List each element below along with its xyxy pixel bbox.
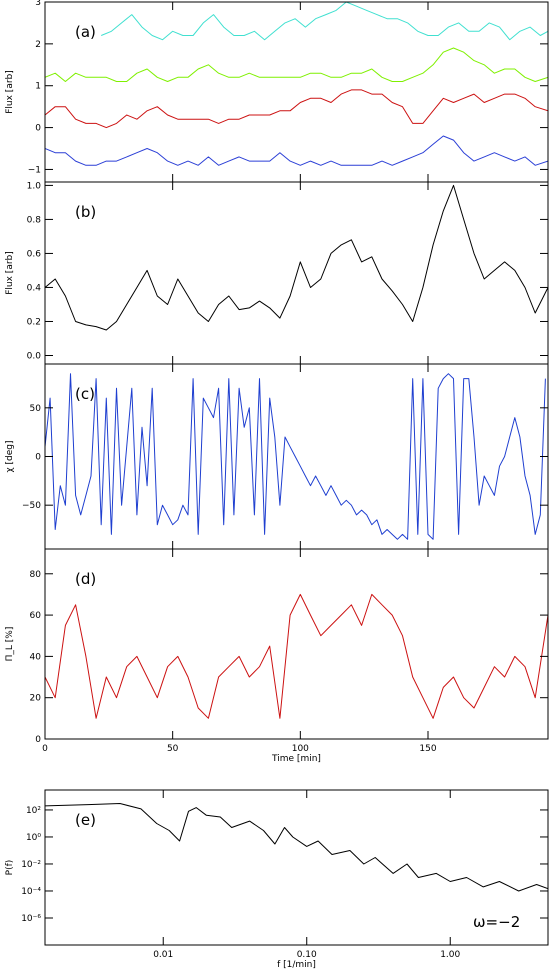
y-tick-label: 50	[30, 404, 42, 414]
panel-2: 0.0 0.2 0.4 0.6 0.8 1.0 Flux [arb] (b)	[5, 181, 549, 365]
y-tick-label: 80	[30, 570, 42, 580]
x-axis-label: Time [min]	[271, 754, 321, 764]
y-tick-label: 40	[30, 652, 42, 662]
y-axis-label: P(f)	[5, 860, 15, 876]
y-tick-label: 60	[30, 611, 42, 621]
y-axis-label: χ [deg]	[5, 440, 15, 472]
panel-5: 10² 10⁰ 10⁻² 10⁻⁴ 10⁻⁶ 0.01 0.10 1.00 P(f) f [1/m…	[5, 789, 549, 970]
y-tick-label: −50	[22, 501, 41, 511]
x-tick-label: 0	[42, 744, 48, 754]
series-line-1	[45, 593, 548, 719]
y-tick-label: 10²	[26, 806, 41, 816]
y-tick-label: 1.0	[27, 181, 42, 191]
y-axis-label: Flux [arb]	[5, 70, 15, 114]
y-tick-label: 10⁻²	[21, 860, 41, 870]
plot-frame	[44, 548, 549, 740]
series-line-3	[45, 89, 548, 129]
series-line-1	[45, 373, 546, 540]
x-tick-label: 0.01	[153, 950, 173, 960]
y-tick-label: 0	[35, 735, 41, 745]
panel-tag: (b)	[75, 203, 96, 221]
y-tick-label: 2	[35, 40, 41, 50]
x-axis-label: f [1/min]	[277, 960, 316, 970]
y-axis-label: Flux [arb]	[5, 251, 15, 295]
series-line-1	[45, 184, 548, 331]
panel-tag: (a)	[75, 23, 96, 41]
plot-frame	[44, 789, 549, 946]
panel-3: −50 0 50 χ [deg] (c)	[5, 363, 549, 550]
plot-frame	[44, 363, 549, 550]
series-line-4	[45, 135, 548, 166]
series-line-2	[45, 47, 548, 82]
panel-tag: (c)	[75, 385, 95, 403]
y-tick-label: 0.2	[27, 317, 41, 327]
series-line-1	[45, 803, 548, 892]
x-tick-label: 100	[292, 744, 309, 754]
x-tick-label: 50	[167, 744, 179, 754]
panel-1: −1 0 1 2 3 Flux [arb] (a)	[5, 0, 549, 183]
y-tick-label: −1	[28, 165, 41, 175]
y-tick-label: 3	[35, 0, 41, 8]
y-tick-label: 0.8	[27, 215, 42, 225]
y-tick-label: 0.6	[27, 249, 42, 259]
x-tick-label: 0.10	[297, 950, 317, 960]
plot-frame	[44, 1, 549, 183]
series-line-1	[101, 2, 548, 41]
panel-4: 0 20 40 60 80 0 50 100 150 Π_L [%] Time [min] (d)	[5, 548, 549, 764]
y-tick-label: 1	[35, 82, 41, 92]
omega-annotation: ω=−2	[473, 913, 520, 931]
x-tick-label: 1.00	[440, 950, 460, 960]
y-tick-label: 0.4	[27, 283, 42, 293]
y-tick-label: 10⁻⁶	[21, 914, 41, 924]
y-axis-label: Π_L [%]	[5, 627, 15, 662]
panel-tag: (e)	[75, 811, 96, 829]
y-tick-label: 10⁻⁴	[21, 887, 41, 897]
y-tick-label: 0	[35, 124, 41, 134]
x-tick-label: 150	[419, 744, 436, 754]
y-tick-label: 10⁰	[26, 833, 41, 843]
y-tick-label: 20	[30, 694, 42, 704]
y-tick-label: 0.0	[27, 351, 42, 361]
y-tick-label: 0	[35, 453, 41, 463]
panel-tag: (d)	[75, 570, 96, 588]
